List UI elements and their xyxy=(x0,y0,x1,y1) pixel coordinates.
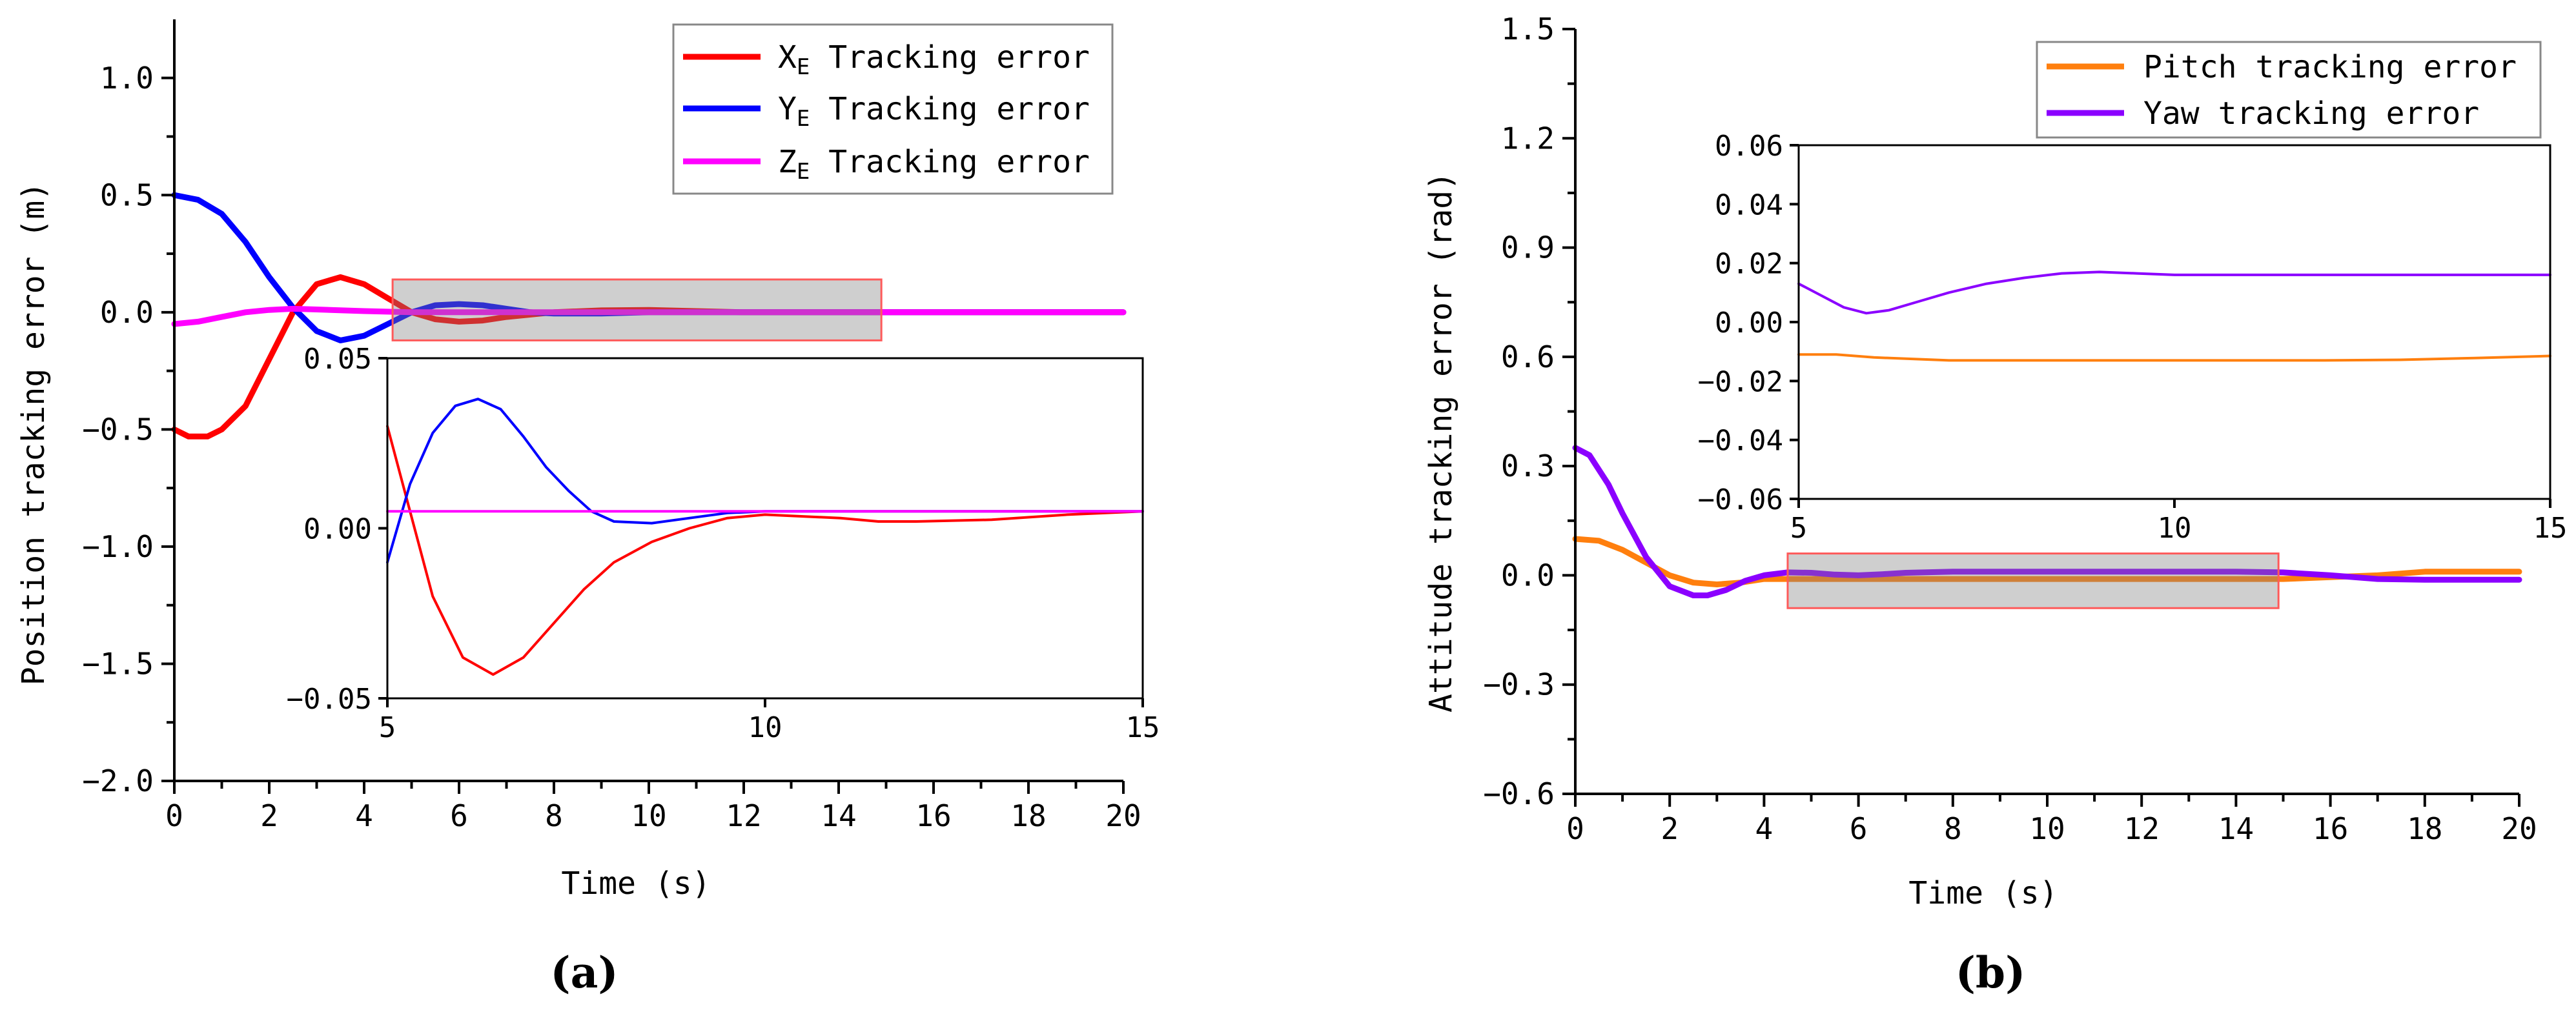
b-main-ytick-label: −0.6 xyxy=(1483,776,1555,811)
a-main-xtick-label: 0 xyxy=(165,798,183,833)
a-main-ytick-label: −1.5 xyxy=(82,646,154,681)
a-inset-ytick-label: 0.00 xyxy=(303,513,372,546)
panel-b-label: (b) xyxy=(1956,947,2026,998)
legend-b: Pitch tracking error Yaw tracking error xyxy=(2036,41,2542,139)
a-main-ytick-label: 0.0 xyxy=(100,295,154,330)
b-main-ytick-label: 1.5 xyxy=(1501,12,1555,46)
a-inset-plot-bg xyxy=(387,358,1143,698)
legend-label-x: XE Tracking error xyxy=(778,39,1090,80)
a-main-series-3 xyxy=(171,305,1127,327)
a-main-ytick-label: 0.5 xyxy=(100,177,154,212)
b-main-xtick-label: 20 xyxy=(2501,811,2537,846)
b-inset-ytick-label: 0.02 xyxy=(1715,248,1783,281)
b-main-xtick-label: 14 xyxy=(2218,811,2254,846)
a-inset-xtick-label: 15 xyxy=(1126,711,1160,744)
b-inset-xtick-label: 15 xyxy=(2533,512,2568,545)
b-inset-ytick-label: 0.06 xyxy=(1715,130,1783,163)
panel-a-label: (a) xyxy=(550,947,618,998)
b-inset-ytick-label: −0.06 xyxy=(1698,483,1783,516)
a-main-xtick-label: 6 xyxy=(450,798,468,833)
a-main-xtick-label: 20 xyxy=(1105,798,1141,833)
a-inset-ytick-label: 0.05 xyxy=(303,343,372,376)
legend-a: XE Tracking error YE Tracking error ZE T… xyxy=(672,23,1114,195)
a-inset-xtick-label: 10 xyxy=(748,711,782,744)
a-main-xtick-label: 8 xyxy=(545,798,563,833)
a-main-zoom-box xyxy=(391,278,883,341)
a-main-xtick-label: 10 xyxy=(631,798,666,833)
a-inset-xtick-label: 5 xyxy=(379,711,396,744)
chart-b-main: 0 2 4 6 8 10 12 14 16 18 20 −0.6 −0.3 0.0 0.3 0.6 0.9 1.2… xyxy=(1483,12,2537,846)
panel-a-ylabel: Position tracking error (m) xyxy=(15,182,52,685)
a-inset-ytick-label: −0.05 xyxy=(287,683,372,716)
a-main-xtick-label: 14 xyxy=(821,798,856,833)
panel-b-ylabel: Attitude tracking error (rad) xyxy=(1423,172,1459,713)
b-inset-ytick-label: −0.02 xyxy=(1698,365,1783,398)
a-main-xtick-label: 2 xyxy=(260,798,278,833)
b-main-ytick-label: 0.6 xyxy=(1501,339,1555,374)
a-main-ytick-label: 1.0 xyxy=(100,61,154,96)
panel-b-xlabel: Time (s) xyxy=(1908,875,2058,911)
b-main-xtick-label: 18 xyxy=(2407,811,2442,846)
b-main-xtick-label: 6 xyxy=(1850,811,1868,846)
a-main-xtick-label: 12 xyxy=(726,798,761,833)
chart-b-inset: 5 10 15 −0.06 −0.04 −0.02 0.00 0.02 0.04 0.06 xyxy=(1698,130,2568,545)
legend-label-pitch: Pitch tracking error xyxy=(2143,49,2517,85)
b-inset-series-2 xyxy=(1797,270,2551,315)
b-main-xtick-label: 10 xyxy=(2029,811,2065,846)
legend-b-frame xyxy=(2036,41,2542,139)
b-main-xtick-label: 16 xyxy=(2313,811,2348,846)
b-main-ytick-label: 0.0 xyxy=(1501,558,1555,592)
b-main-series-2 xyxy=(1572,445,2522,598)
b-inset-series-1 xyxy=(1797,353,2551,362)
b-main-xtick-label: 2 xyxy=(1661,811,1679,846)
legend-label-yaw: Yaw tracking error xyxy=(2143,96,2479,132)
b-main-xtick-label: 8 xyxy=(1944,811,1962,846)
b-inset-ytick-label: 0.00 xyxy=(1715,307,1783,339)
b-inset-ytick-label: 0.04 xyxy=(1715,188,1783,221)
chart-a-main: 0 2 4 6 8 10 12 14 16 18 20 −2.0 −1.5 −1.0 −0.5 0.0 0.5 1… xyxy=(82,19,1141,833)
b-main-ytick-label: 0.9 xyxy=(1501,230,1555,265)
a-main-xtick-label: 18 xyxy=(1010,798,1046,833)
b-main-xtick-label: 12 xyxy=(2124,811,2160,846)
b-main-xtick-label: 0 xyxy=(1566,811,1584,846)
b-main-zoom-box xyxy=(1786,552,2280,609)
b-inset-ytick-label: −0.04 xyxy=(1698,425,1783,458)
chart-a-inset: 5 10 15 −0.05 0.00 0.05 xyxy=(287,343,1160,744)
panel-a-xlabel: Time (s) xyxy=(561,865,710,902)
b-main-xtick-label: 4 xyxy=(1755,811,1774,846)
b-inset-xtick-label: 5 xyxy=(1790,512,1808,545)
b-main-ytick-label: 0.3 xyxy=(1501,449,1555,483)
a-main-ytick-label: −0.5 xyxy=(82,412,154,447)
a-main-ytick-label: −1.0 xyxy=(82,529,154,564)
a-main-xtick-label: 4 xyxy=(355,798,373,833)
a-main-xtick-label: 16 xyxy=(915,798,951,833)
b-main-ytick-label: −0.3 xyxy=(1483,667,1555,702)
b-inset-xtick-label: 10 xyxy=(2158,512,2192,545)
b-main-ytick-label: 1.2 xyxy=(1501,121,1555,156)
b-inset-plot-bg xyxy=(1799,145,2550,499)
legend-label-z: ZE Tracking error xyxy=(778,144,1090,185)
a-inset-series-1 xyxy=(386,425,1144,676)
a-main-ytick-label: −2.0 xyxy=(82,764,154,798)
legend-label-y: YE Tracking error xyxy=(778,91,1090,132)
